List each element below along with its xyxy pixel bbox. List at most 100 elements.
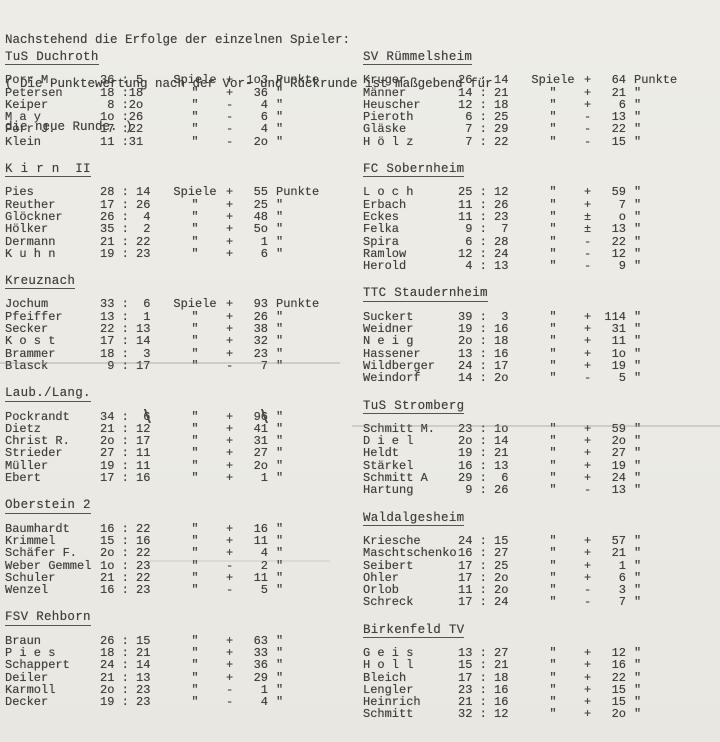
player-name: Keiper (5, 97, 49, 112)
player-row: Klein 11 :31 " - 2o " (5, 135, 350, 148)
points-value: 24 (611, 471, 626, 486)
games-label: " (191, 334, 199, 349)
player-row: Ohler 17 : 2o " +6 " (363, 570, 715, 585)
games-label: " (549, 209, 557, 224)
score: 17 : 14 (100, 334, 151, 349)
games-label: " (549, 97, 557, 112)
games-label: Spiele (173, 73, 217, 88)
player-name: H ö l z (363, 134, 414, 149)
points-value: 19 (611, 458, 626, 473)
games-label: " (191, 645, 199, 660)
club-section: TuS Duchroth Porr M. 36 : 5 Spiele +1o3 Punkt… (5, 51, 350, 148)
player-name: L o c h (363, 185, 414, 200)
player-name: Ramlow (363, 246, 407, 261)
points-label: " (634, 421, 642, 436)
points-sign: + (584, 85, 592, 100)
points-value: 13 (611, 110, 626, 125)
points-sign: + (584, 695, 592, 710)
points-sign: ± (584, 222, 592, 237)
player-name: Strieder (5, 446, 63, 461)
player-row: M a y 1o :26 " - 6 " (5, 111, 350, 124)
games-label: " (549, 197, 557, 212)
games-label: " (191, 658, 199, 673)
points-label: " (634, 322, 642, 337)
points-value: 41 (253, 421, 268, 436)
points-sign: + (226, 446, 234, 461)
player-name: Hassener (363, 346, 421, 361)
player-row: Karmoll 2o : 23 " - 1 " (5, 682, 350, 697)
points-label: " (276, 222, 284, 237)
score: 13 : 27 (458, 645, 509, 660)
score: 33 : 6 (100, 297, 151, 312)
player-row: Bleich 17 : 18 " +22 " (363, 670, 715, 685)
player-name: Eckes (363, 209, 400, 224)
games-label: " (549, 134, 557, 149)
games-label: " (191, 209, 199, 224)
points-label: " (276, 645, 284, 660)
points-label: " (634, 670, 642, 685)
intro-line-3: die neue Runde. ) (5, 120, 133, 134)
points-value: 1 (260, 682, 268, 697)
player-row: Maschtschenko 16 : 27 " +21 " (363, 546, 715, 561)
player-name: Ohler (363, 570, 400, 585)
points-sign: + (226, 471, 234, 486)
points-value: 19 (611, 358, 626, 373)
player-row: Schreck 17 : 24 " - 7 " (363, 595, 715, 610)
games-label: " (549, 533, 557, 548)
points-sign: + (584, 471, 592, 486)
left-column: TuS Duchroth Porr M. 36 : 5 Spiele +1o3 Punkt… (5, 51, 350, 723)
points-value: 1 (260, 234, 268, 249)
games-label: " (549, 471, 557, 486)
games-label: " (549, 695, 557, 710)
games-label: " (549, 322, 557, 337)
points-value: 13 (611, 483, 626, 498)
player-name: Lengler (363, 682, 414, 697)
games-label: " (549, 334, 557, 349)
points-sign: ± (584, 209, 592, 224)
player-row: H ö l z 7 : 22 " - 15 " (363, 134, 715, 149)
points-label: " (634, 546, 642, 561)
player-row: Pfeiffer 13 : 1 " +26 " (5, 310, 350, 323)
score: 11 : 26 (458, 197, 509, 212)
player-name: Schmitt (363, 707, 414, 722)
player-rows: Suckert 39 : 3 " +114 " Weidner 19 : 16 " +31 " N … (363, 310, 715, 384)
points-sign: + (584, 546, 592, 561)
points-sign: - (226, 122, 234, 137)
player-row: Hölker 35 : 2 " +5o " (5, 222, 350, 237)
points-sign: - (226, 97, 234, 112)
games-label: " (549, 421, 557, 436)
score: 35 : 2 (100, 222, 151, 237)
games-label: " (549, 446, 557, 461)
player-rows: Kriesche 24 : 15 " +57 " Maschtschenko 16 : 27… (363, 535, 715, 609)
player-rows: Pockrandt 34 : 6 " +96 " Dietz 21 : 12 " +41 " Chr… (5, 408, 350, 486)
points-label: " (634, 97, 642, 112)
points-label: " (634, 558, 642, 573)
points-label: " (276, 682, 284, 697)
points-value: 1 (618, 558, 626, 573)
points-sign: + (226, 73, 234, 88)
points-value: 33 (253, 645, 268, 660)
points-label: Punkte (634, 73, 678, 88)
points-sign: + (226, 234, 234, 249)
games-label: " (191, 234, 199, 249)
points-sign: + (226, 85, 234, 100)
score: 17 : 24 (458, 595, 509, 610)
score: 2o : 23 (100, 682, 151, 697)
section-title: TTC Staudernheim (363, 286, 488, 302)
club-section: Oberstein 2 Baumhardt 16 : 22 " +16 " Krimmel 1… (5, 499, 350, 596)
points-label: " (276, 197, 284, 212)
points-value: 5o (253, 222, 268, 237)
player-row: Braun 26 : 15 " +63 " (5, 634, 350, 647)
player-row: Felka 9 : 7 " ±13 " (363, 222, 715, 237)
player-name: Dietz (5, 421, 42, 436)
player-row: Jochum 33 : 6 Spiele +93 Punkte (5, 297, 350, 312)
section-title: Birkenfeld TV (363, 622, 465, 638)
points-value: 55 (253, 185, 268, 200)
points-sign: + (584, 570, 592, 585)
player-rows: G e i s 13 : 27 " +12 " H o l l 15 : 21 " +16 " Bl… (363, 647, 715, 721)
points-value: 2o (253, 458, 268, 473)
score: 9 : 26 (458, 483, 509, 498)
points-sign: - (584, 259, 592, 274)
points-value: 6 (260, 246, 268, 261)
points-sign: + (584, 533, 592, 548)
